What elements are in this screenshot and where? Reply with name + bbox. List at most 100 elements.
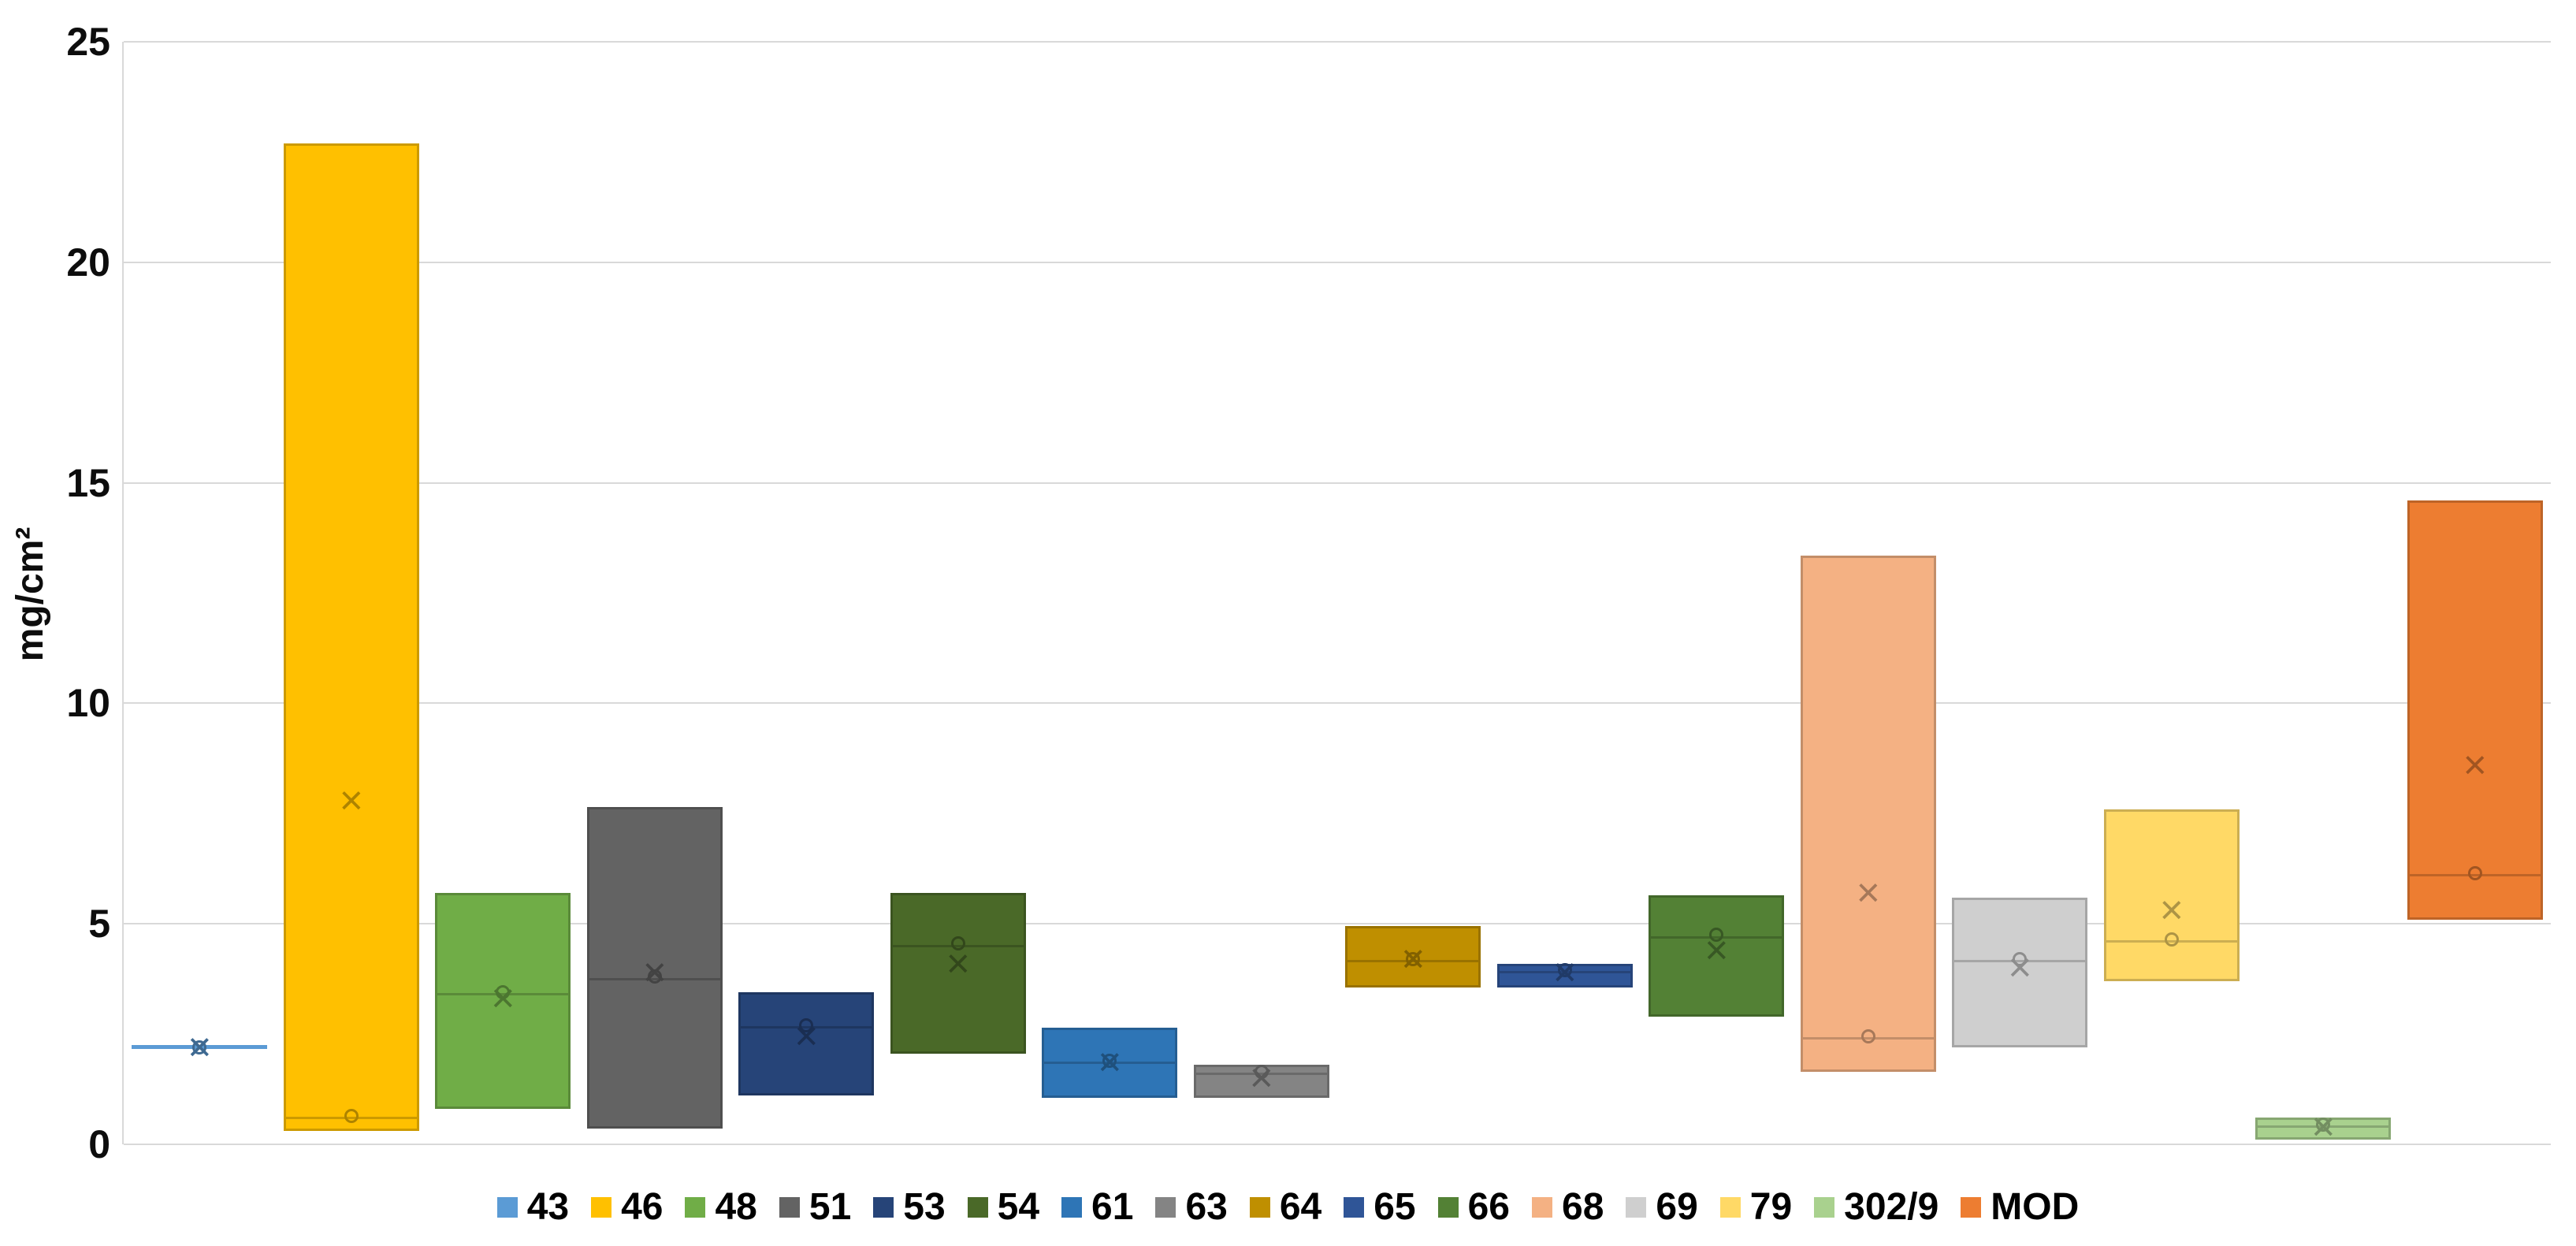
- mean-x-marker-48: ×: [491, 976, 515, 1022]
- gridline-y-25: [124, 41, 2551, 43]
- plot-area: × × × × × × × × × × × × × × × ×: [122, 41, 2551, 1150]
- legend-swatch-icon-302/9: [1814, 1197, 1835, 1218]
- legend-item-46: 46: [591, 1182, 663, 1233]
- legend-swatch-icon-79: [1719, 1197, 1741, 1218]
- legend-item-302/9: 302/9: [1814, 1182, 1939, 1233]
- legend-item-MOD: MOD: [1961, 1182, 2079, 1233]
- legend-item-48: 48: [685, 1182, 757, 1233]
- median-circle-marker-64: [1406, 951, 1421, 966]
- legend-label-63: 63: [1185, 1186, 1228, 1228]
- median-circle-marker-302/9: [2316, 1117, 2331, 1132]
- median-circle-marker-61: [1102, 1053, 1117, 1068]
- box-series-48: [435, 893, 571, 1110]
- mean-x-marker-302/9: ×: [2311, 1103, 2336, 1150]
- box-series-51: [586, 806, 723, 1129]
- legend-swatch-icon-69: [1626, 1197, 1647, 1218]
- mean-x-marker-64: ×: [1401, 935, 1426, 982]
- legend-label-51: 51: [808, 1186, 852, 1228]
- legend-swatch-icon-66: [1437, 1197, 1459, 1218]
- legend-item-51: 51: [779, 1182, 851, 1233]
- gridline-y-20: [124, 261, 2551, 263]
- legend-label-66: 66: [1467, 1186, 1510, 1228]
- legend-item-63: 63: [1155, 1182, 1228, 1233]
- legend-item-61: 61: [1061, 1182, 1133, 1233]
- mean-x-marker-51: ×: [642, 949, 667, 995]
- y-tick-label-15: 15: [66, 460, 110, 505]
- median-circle-marker-48: [496, 984, 511, 999]
- median-circle-marker-53: [799, 1017, 814, 1032]
- y-tick-label-20: 20: [66, 240, 110, 285]
- legend-swatch-icon-61: [1061, 1197, 1083, 1218]
- gridline-y-15: [124, 482, 2551, 484]
- legend-label-64: 64: [1279, 1186, 1322, 1228]
- legend-item-54: 54: [967, 1182, 1040, 1233]
- legend-swatch-icon-MOD: [1961, 1197, 1982, 1218]
- legend-item-69: 69: [1626, 1182, 1698, 1233]
- median-circle-marker-69: [2013, 951, 2028, 966]
- legend-swatch-icon-68: [1532, 1197, 1552, 1218]
- legend-item-53: 53: [873, 1182, 946, 1233]
- gridline-y-5: [124, 923, 2551, 925]
- legend-item-43: 43: [496, 1182, 570, 1233]
- legend: 43 46 48 51 53 54 61 63 64 65 66 68 69 79 302/9 MOD: [0, 1180, 2576, 1235]
- box-series-68: [1800, 555, 1936, 1072]
- mean-x-marker-53: ×: [794, 1013, 819, 1059]
- mean-x-marker-66: ×: [1704, 927, 1729, 973]
- legend-swatch-icon-54: [967, 1197, 988, 1218]
- mean-x-marker-65: ×: [1552, 949, 1577, 995]
- legend-label-43: 43: [526, 1186, 570, 1228]
- legend-swatch-icon-48: [685, 1197, 706, 1218]
- median-circle-marker-46: [344, 1108, 359, 1123]
- median-circle-marker-54: [950, 936, 965, 951]
- gridline-y-0: [124, 1144, 2551, 1145]
- legend-label-79: 79: [1749, 1186, 1793, 1228]
- y-tick-label-10: 10: [66, 681, 110, 726]
- box-series-61: [1042, 1027, 1178, 1099]
- mean-x-marker-68: ×: [1856, 870, 1880, 917]
- legend-label-68: 68: [1562, 1186, 1604, 1228]
- legend-swatch-icon-46: [591, 1197, 612, 1218]
- mean-x-marker-61: ×: [1098, 1040, 1122, 1086]
- median-circle-marker-63: [1254, 1064, 1269, 1079]
- legend-label-61: 61: [1091, 1186, 1134, 1228]
- median-circle-marker-MOD: [2467, 865, 2482, 880]
- mean-x-marker-MOD: ×: [2463, 742, 2487, 788]
- legend-item-66: 66: [1437, 1182, 1510, 1233]
- legend-label-48: 48: [715, 1186, 757, 1228]
- y-tick-label-25: 25: [66, 20, 110, 64]
- mean-x-marker-69: ×: [2008, 945, 2032, 991]
- mean-x-marker-43: ×: [188, 1024, 212, 1070]
- legend-item-65: 65: [1344, 1182, 1416, 1233]
- mean-x-marker-79: ×: [2159, 887, 2184, 934]
- legend-swatch-icon-64: [1249, 1197, 1270, 1218]
- y-tick-label-0: 0: [88, 1122, 110, 1166]
- box-series-53: [738, 991, 875, 1096]
- legend-label-302/9: 302/9: [1844, 1186, 1939, 1228]
- mean-x-marker-63: ×: [1249, 1055, 1273, 1102]
- mean-x-marker-54: ×: [946, 940, 970, 987]
- legend-swatch-icon-53: [873, 1197, 894, 1218]
- median-circle-marker-68: [1860, 1028, 1875, 1043]
- box-series-66: [1649, 895, 1785, 1017]
- median-circle-marker-66: [1709, 928, 1724, 943]
- legend-item-79: 79: [1719, 1182, 1793, 1233]
- mean-x-marker-46: ×: [339, 777, 363, 824]
- median-circle-marker-43: [192, 1040, 207, 1054]
- legend-label-69: 69: [1656, 1186, 1698, 1228]
- legend-swatch-icon-51: [779, 1197, 800, 1218]
- legend-label-46: 46: [621, 1186, 664, 1228]
- legend-swatch-icon-65: [1344, 1197, 1365, 1218]
- median-circle-marker-65: [1557, 962, 1572, 977]
- legend-label-54: 54: [997, 1186, 1040, 1228]
- legend-swatch-icon-63: [1155, 1197, 1176, 1218]
- median-circle-marker-51: [647, 969, 662, 984]
- legend-swatch-icon-43: [496, 1197, 518, 1218]
- gridline-y-10: [124, 702, 2551, 705]
- legend-label-65: 65: [1373, 1186, 1416, 1228]
- legend-item-68: 68: [1532, 1182, 1604, 1233]
- legend-label-MOD: MOD: [1991, 1186, 2080, 1228]
- y-tick-label-5: 5: [88, 902, 110, 947]
- median-circle-marker-79: [2164, 932, 2179, 947]
- box-series-69: [1952, 897, 2088, 1047]
